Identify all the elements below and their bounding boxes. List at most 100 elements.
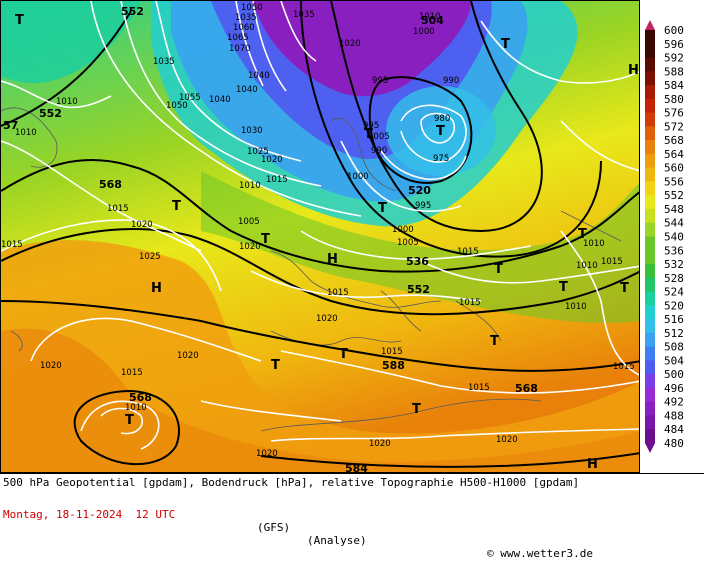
high-pressure-marker: H bbox=[151, 281, 162, 296]
low-pressure-marker: T bbox=[436, 124, 445, 139]
legend-swatch bbox=[645, 43, 655, 59]
legend-color-bar bbox=[645, 20, 655, 453]
low-pressure-marker: T bbox=[364, 127, 373, 142]
legend-swatch bbox=[645, 277, 655, 293]
legend-swatch bbox=[645, 222, 655, 237]
legend-canvas: 6005965925885845805765725685645605565525… bbox=[645, 20, 684, 453]
legend-value: 596 bbox=[664, 38, 684, 51]
legend-value: 500 bbox=[664, 368, 684, 381]
low-pressure-marker: T bbox=[172, 199, 181, 214]
low-pressure-marker: T bbox=[412, 402, 421, 417]
high-pressure-marker: H bbox=[628, 63, 639, 78]
legend-swatch bbox=[645, 85, 655, 100]
isobar-label: 1035 bbox=[293, 10, 315, 20]
color-scale-legend: 600 596 592 588 584 580 576 572 568 564 560 556 552 5… bbox=[640, 0, 704, 473]
isobar-label: 1015 bbox=[266, 175, 288, 185]
footer: 500 hPa Geopotential [gpdam], Bodendruck… bbox=[0, 473, 704, 560]
isobar-label: 1010 bbox=[15, 128, 37, 138]
legend-swatch bbox=[645, 319, 655, 334]
geopotential-label: 568 bbox=[515, 382, 538, 395]
isobar-label: 1000 bbox=[392, 225, 414, 235]
legend-swatch bbox=[645, 181, 655, 196]
legend-value: 516 bbox=[664, 313, 684, 326]
geopotential-label: 568 bbox=[129, 391, 152, 404]
isobar-label: 1015 bbox=[613, 362, 635, 372]
color-field-green bbox=[201, 171, 639, 323]
isobar-label: 1040 bbox=[209, 95, 231, 105]
legend-value: 552 bbox=[664, 189, 684, 202]
color-field-hot bbox=[1, 328, 639, 472]
isobar-label: 995 bbox=[363, 121, 379, 131]
legend-value: 532 bbox=[664, 258, 684, 271]
legend-min-arrow bbox=[645, 443, 655, 453]
isobar-label: 1015 bbox=[107, 204, 129, 214]
legend-value: 576 bbox=[664, 107, 684, 120]
legend-swatch bbox=[645, 153, 655, 169]
copyright-link[interactable]: © www.wetter3.de bbox=[487, 547, 593, 560]
isobar-label: 1020 bbox=[316, 314, 338, 324]
isobar-label: 1020 bbox=[261, 155, 283, 165]
isobar-label: 1035 bbox=[235, 13, 257, 23]
geopotential-label: 588 bbox=[382, 359, 405, 372]
legend-swatch bbox=[645, 429, 655, 444]
isobar-label: 1020 bbox=[40, 361, 62, 371]
legend-value: 600 bbox=[664, 24, 684, 37]
isobar-label: 980 bbox=[434, 114, 450, 124]
low-pressure-marker: T bbox=[501, 37, 510, 52]
legend-value: 584 bbox=[664, 79, 684, 92]
isobar-label: 1010 bbox=[565, 302, 587, 312]
low-pressure-marker: T bbox=[261, 232, 270, 247]
legend-swatch bbox=[645, 415, 655, 430]
isobar-label: 1020 bbox=[339, 39, 361, 49]
color-field-nw bbox=[1, 1, 141, 84]
legend-swatch bbox=[645, 140, 655, 155]
legend-swatch bbox=[645, 195, 655, 210]
legend-swatch bbox=[645, 167, 655, 182]
low-pressure-marker: T bbox=[339, 347, 348, 362]
isobar-label: 1010 bbox=[56, 97, 78, 107]
legend-swatch bbox=[645, 57, 655, 72]
legend-swatch bbox=[645, 71, 655, 86]
high-pressure-marker: H bbox=[327, 252, 338, 267]
legend-value: 568 bbox=[664, 134, 684, 147]
color-field-purple bbox=[251, 1, 471, 97]
isobar-label: 1010 bbox=[576, 261, 598, 271]
isobar-label: 1070 bbox=[229, 44, 251, 54]
isobar-label: 1065 bbox=[227, 33, 249, 43]
footer-meta: Montag, 18-11-2024 12 UTC (GFS) (Analyse… bbox=[3, 495, 703, 573]
isobar-label: 1055 bbox=[179, 93, 201, 103]
low-pressure-marker: T bbox=[490, 334, 499, 349]
isobar-label: 1010 bbox=[239, 181, 261, 191]
legend-value: 496 bbox=[664, 382, 684, 395]
legend-swatch bbox=[645, 374, 655, 389]
isobar-label: 1020 bbox=[256, 449, 278, 459]
legend-value: 528 bbox=[664, 272, 684, 285]
isobar-label: 1005 bbox=[368, 132, 390, 142]
model-name: (GFS) bbox=[257, 521, 291, 534]
legend-value: 556 bbox=[664, 175, 684, 188]
isobar-label: 1020 bbox=[239, 242, 261, 252]
legend-swatch bbox=[645, 126, 655, 141]
isobar-label: 990 bbox=[443, 76, 459, 86]
legend-value: 520 bbox=[664, 299, 684, 312]
isobar-label: 1015 bbox=[121, 368, 143, 378]
low-pressure-marker: T bbox=[271, 358, 280, 373]
geopotential-label: 584 bbox=[345, 462, 368, 473]
legend-value: 588 bbox=[664, 65, 684, 78]
legend-swatch bbox=[645, 30, 655, 45]
legend-swatch bbox=[645, 236, 655, 251]
isobar-label: 1010 bbox=[419, 12, 441, 22]
geopotential-label: 57 bbox=[3, 119, 18, 132]
isobar-label: 1015 bbox=[468, 383, 490, 393]
isobar-label: 1010 bbox=[583, 239, 605, 249]
valid-date: Montag, 18-11-2024 12 UTC bbox=[3, 508, 176, 521]
isobar-label: 1020 bbox=[496, 435, 518, 445]
geopotential-label: 568 bbox=[99, 178, 122, 191]
isobar-label: 1030 bbox=[241, 126, 263, 136]
isobar-label: 1020 bbox=[131, 220, 153, 230]
isobar-label: 1005 bbox=[397, 238, 419, 248]
legend-value: 484 bbox=[664, 423, 684, 436]
legend-swatch bbox=[645, 305, 655, 320]
legend-swatch bbox=[645, 112, 655, 127]
isobar-label: 1000 bbox=[413, 27, 435, 37]
